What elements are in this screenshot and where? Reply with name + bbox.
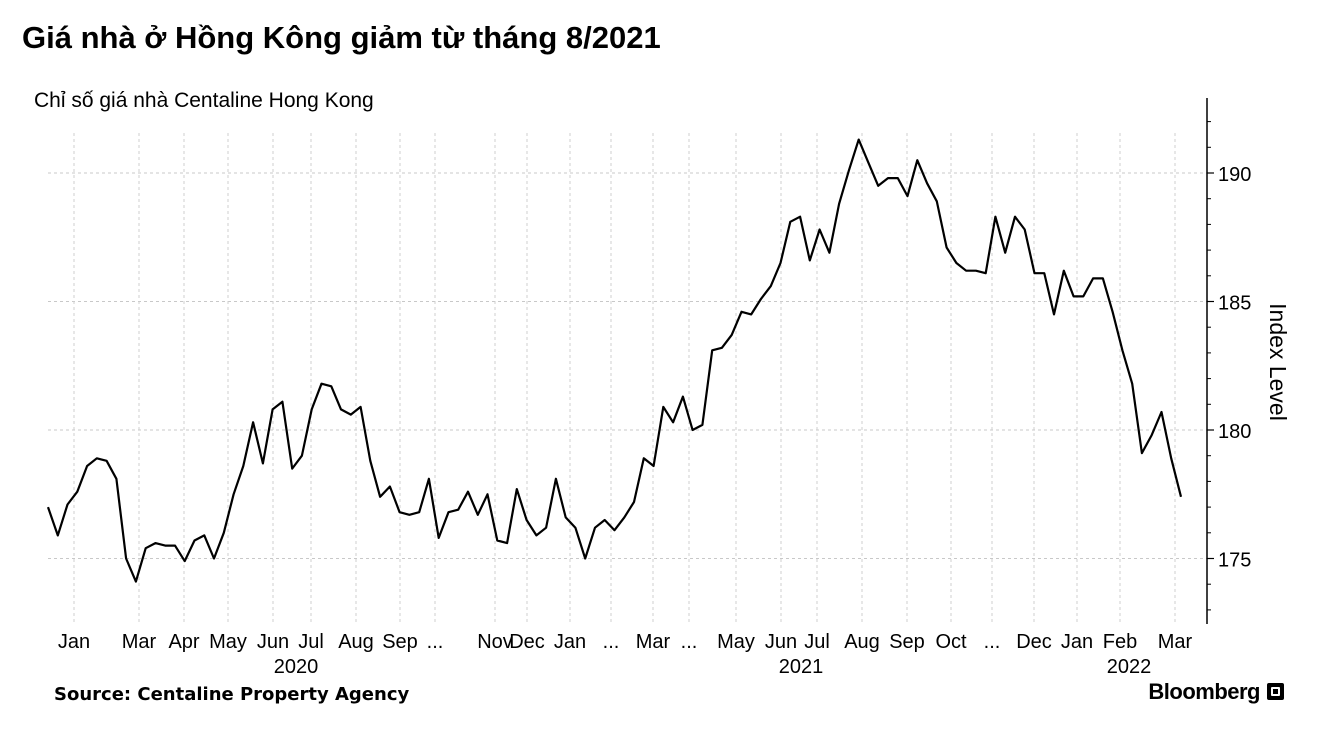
y-tick-label: 185 [1218,293,1251,315]
x-tick-label: Jan [554,631,586,653]
x-tick-label: Jul [298,631,324,653]
x-tick-label: Jul [804,631,830,653]
x-tick-label: Jan [1061,631,1093,653]
bloomberg-logo: Bloomberg [1148,679,1260,705]
x-tick-label: Dec [1016,631,1052,653]
y-axis-label: Index Level [1265,303,1291,421]
x-tick-label: May [717,631,755,653]
year-label: 2021 [779,656,824,678]
x-tick-label: Apr [168,631,199,653]
x-tick-label: ... [427,631,444,653]
x-tick-label: May [209,631,247,653]
series-points [48,140,1181,582]
chart-title: Giá nhà ở Hồng Kông giảm từ tháng 8/2021 [22,20,661,55]
x-tick-label: Nov [477,631,513,653]
x-tick-label: Aug [338,631,374,653]
x-axis-years: 2020 2021 2022 [274,656,1152,678]
grid-lines [48,133,1207,624]
bloomberg-logo-icon [1267,683,1284,700]
x-tick-label: Mar [636,631,671,653]
x-tick-label: Sep [889,631,925,653]
y-tick-label: 175 [1218,550,1251,572]
x-tick-label: Sep [382,631,418,653]
x-tick-label: Jan [58,631,90,653]
x-tick-label: Mar [1158,631,1193,653]
x-tick-label: ... [681,631,698,653]
x-tick-label: ... [984,631,1001,653]
x-tick-label: Aug [844,631,880,653]
chart-subtitle: Chỉ số giá nhà Centaline Hong Kong [34,89,374,112]
y-tick-label: 190 [1218,164,1251,186]
year-label: 2022 [1107,656,1152,678]
x-tick-label: Dec [509,631,545,653]
y-axis: 175 180 185 190 [1207,121,1251,611]
y-tick-label: 180 [1218,421,1251,443]
x-tick-label: ... [603,631,620,653]
series-line [46,138,1183,583]
brand-text: Bloomberg [1148,679,1260,704]
x-tick-label: Jun [257,631,289,653]
x-tick-label: Oct [935,631,967,653]
x-tick-label: Feb [1103,631,1137,653]
x-tick-label: Jun [765,631,797,653]
year-label: 2020 [274,656,319,678]
source-note: Source: Centaline Property Agency [54,684,410,705]
x-tick-label: Mar [122,631,157,653]
